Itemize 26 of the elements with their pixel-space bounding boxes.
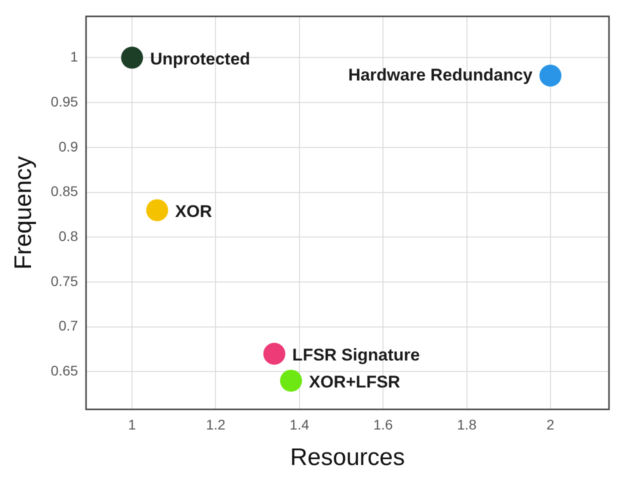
series-label: LFSR Signature xyxy=(292,345,420,364)
series-label: XOR+LFSR xyxy=(309,372,400,392)
y-tick-label: 1 xyxy=(70,48,78,65)
y-axis-title: Frequency xyxy=(10,156,38,270)
x-tick-label: 1.2 xyxy=(206,416,226,433)
x-tick-label: 1 xyxy=(128,416,136,433)
y-tick-label: 0.8 xyxy=(58,228,78,244)
point xyxy=(539,64,562,87)
y-tick-label: 0.75 xyxy=(50,272,78,289)
x-axis-title: Resources xyxy=(290,444,405,472)
x-tick-label: 1.4 xyxy=(290,416,310,433)
y-tick-label: 0.65 xyxy=(50,362,78,379)
y-tick-label: 0.7 xyxy=(58,318,78,334)
y-tick-label: 0.95 xyxy=(50,93,78,110)
point xyxy=(263,342,286,365)
x-tick-label: 1.6 xyxy=(373,416,394,433)
y-tick-label: 0.85 xyxy=(50,183,78,200)
point xyxy=(146,199,168,222)
series-label: Hardware Redundancy xyxy=(348,65,533,84)
x-tick-label: 2 xyxy=(546,416,555,433)
x-tick-label: 1.8 xyxy=(457,416,477,433)
series-label: Unprotected xyxy=(150,49,250,68)
point xyxy=(121,46,144,69)
series-label: XOR xyxy=(175,202,212,221)
y-tick-label: 0.9 xyxy=(58,138,78,154)
point xyxy=(280,370,302,392)
